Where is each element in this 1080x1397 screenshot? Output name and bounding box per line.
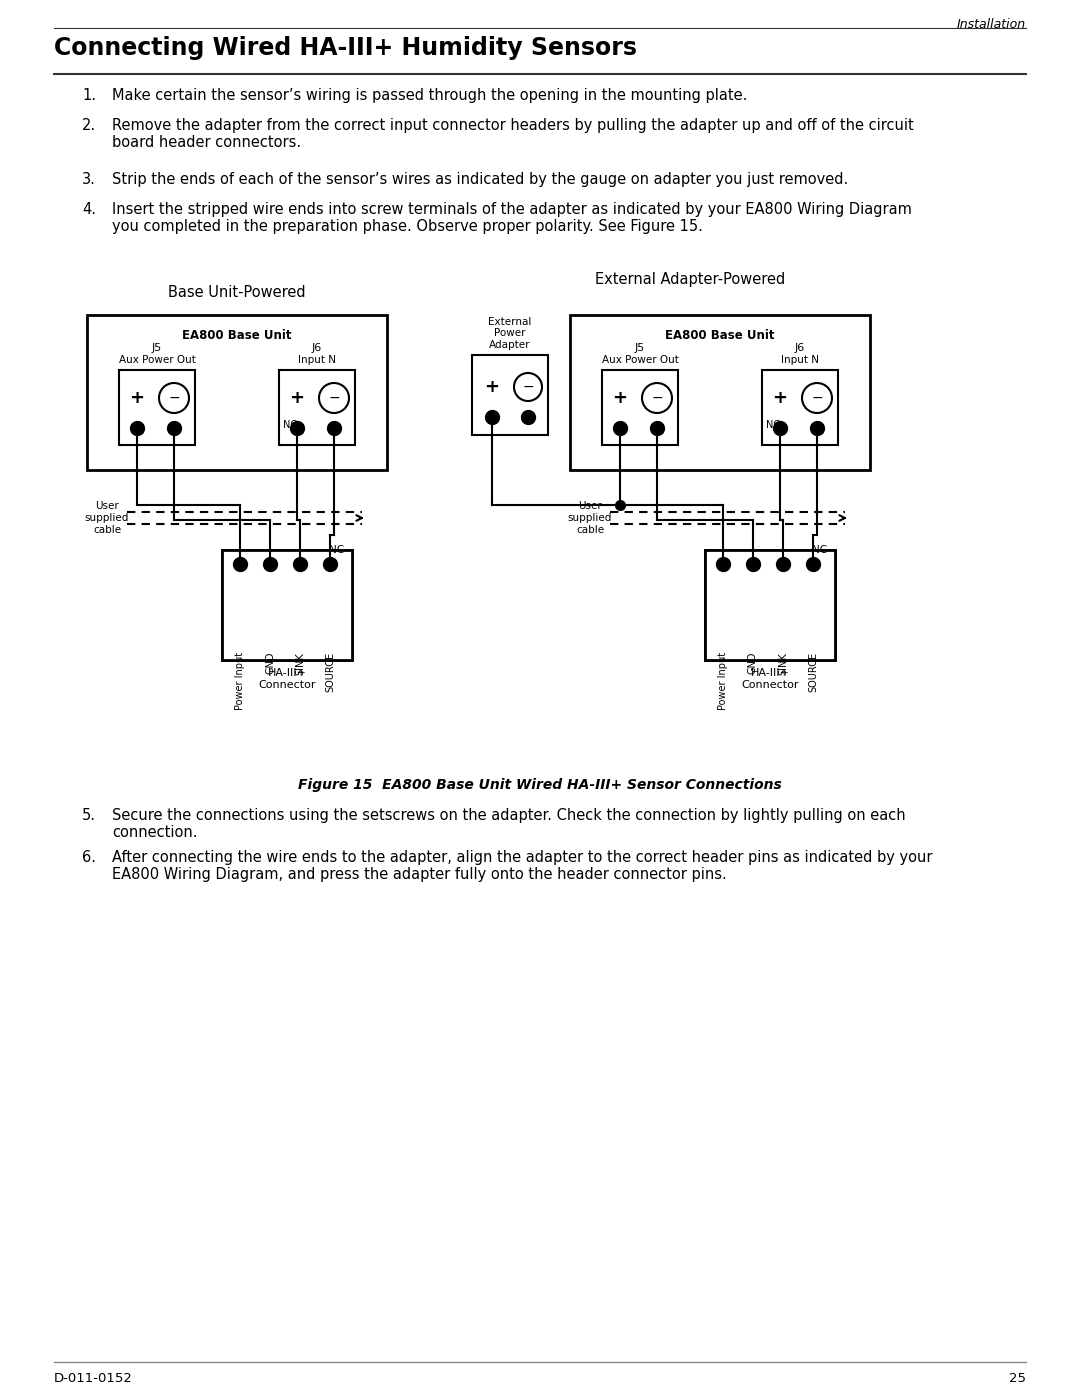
Text: +: + [772, 388, 787, 407]
Text: Power Input: Power Input [718, 652, 728, 710]
Text: HA-III+: HA-III+ [751, 668, 789, 678]
Bar [87, 314, 387, 469]
Bar [222, 550, 352, 578]
Text: 25: 25 [1009, 1372, 1026, 1384]
Text: Connecting Wired HA-III+ Humidity Sensors: Connecting Wired HA-III+ Humidity Sensor… [54, 36, 637, 60]
Text: +: + [612, 388, 627, 407]
Text: +: + [289, 388, 305, 407]
Text: 1.: 1. [82, 88, 96, 103]
Text: −: − [523, 380, 534, 394]
Text: SINK: SINK [295, 652, 305, 675]
Text: −: − [811, 391, 823, 405]
Text: NC: NC [329, 545, 345, 555]
Text: Power Input: Power Input [235, 652, 245, 710]
Text: GND: GND [748, 652, 758, 675]
Text: +: + [130, 388, 145, 407]
Text: Input N: Input N [298, 355, 336, 365]
Text: J6: J6 [312, 344, 322, 353]
Text: Aux Power Out: Aux Power Out [119, 355, 195, 365]
Text: Figure 15  EA800 Base Unit Wired HA-III+ Sensor Connections: Figure 15 EA800 Base Unit Wired HA-III+ … [298, 778, 782, 792]
Bar [705, 578, 835, 659]
Bar [472, 355, 548, 434]
Text: −: − [328, 391, 340, 405]
Text: SOURCE: SOURCE [808, 652, 818, 692]
Text: −: − [651, 391, 663, 405]
Text: Secure the connections using the setscrews on the adapter. Check the connection : Secure the connections using the setscre… [112, 807, 906, 841]
Text: −: − [168, 391, 179, 405]
Text: Connector: Connector [741, 680, 799, 690]
Text: D-011-0152: D-011-0152 [54, 1372, 133, 1384]
Text: Connector: Connector [258, 680, 315, 690]
Text: EA800 Base Unit: EA800 Base Unit [665, 330, 774, 342]
Bar [279, 370, 355, 446]
Text: 3.: 3. [82, 172, 96, 187]
Bar [602, 370, 678, 446]
Text: 4.: 4. [82, 203, 96, 217]
Text: NC: NC [283, 420, 297, 430]
Bar [705, 550, 835, 578]
Text: SINK: SINK [778, 652, 788, 675]
Text: 6.: 6. [82, 849, 96, 865]
Text: Input N: Input N [781, 355, 819, 365]
Text: External Adapter-Powered: External Adapter-Powered [595, 272, 785, 286]
Text: Strip the ends of each of the sensor’s wires as indicated by the gauge on adapte: Strip the ends of each of the sensor’s w… [112, 172, 848, 187]
Text: NC: NC [766, 420, 780, 430]
Text: User
supplied
cable: User supplied cable [85, 502, 130, 535]
Text: J6: J6 [795, 344, 805, 353]
Bar [119, 370, 195, 446]
Bar [570, 314, 870, 469]
Text: 5.: 5. [82, 807, 96, 823]
Text: After connecting the wire ends to the adapter, align the adapter to the correct : After connecting the wire ends to the ad… [112, 849, 932, 883]
Text: EA800 Base Unit: EA800 Base Unit [183, 330, 292, 342]
Text: HA-III+: HA-III+ [268, 668, 307, 678]
Text: Aux Power Out: Aux Power Out [602, 355, 678, 365]
Text: Make certain the sensor’s wiring is passed through the opening in the mounting p: Make certain the sensor’s wiring is pass… [112, 88, 747, 103]
Bar [705, 550, 835, 659]
Text: SOURCE: SOURCE [325, 652, 335, 692]
Bar [222, 578, 352, 659]
Text: NC: NC [812, 545, 827, 555]
Text: User
supplied
cable: User supplied cable [568, 502, 612, 535]
Text: +: + [485, 379, 499, 395]
Text: Remove the adapter from the correct input connector headers by pulling the adapt: Remove the adapter from the correct inpu… [112, 117, 914, 151]
Bar [762, 370, 838, 446]
Text: GND: GND [265, 652, 275, 675]
Bar [222, 550, 352, 659]
Text: 2.: 2. [82, 117, 96, 133]
Text: J5: J5 [635, 344, 645, 353]
Text: Installation: Installation [957, 18, 1026, 31]
Text: Base Unit-Powered: Base Unit-Powered [168, 285, 306, 300]
Text: Insert the stripped wire ends into screw terminals of the adapter as indicated b: Insert the stripped wire ends into screw… [112, 203, 912, 235]
Text: J5: J5 [152, 344, 162, 353]
Text: External
Power
Adapter: External Power Adapter [488, 317, 531, 351]
